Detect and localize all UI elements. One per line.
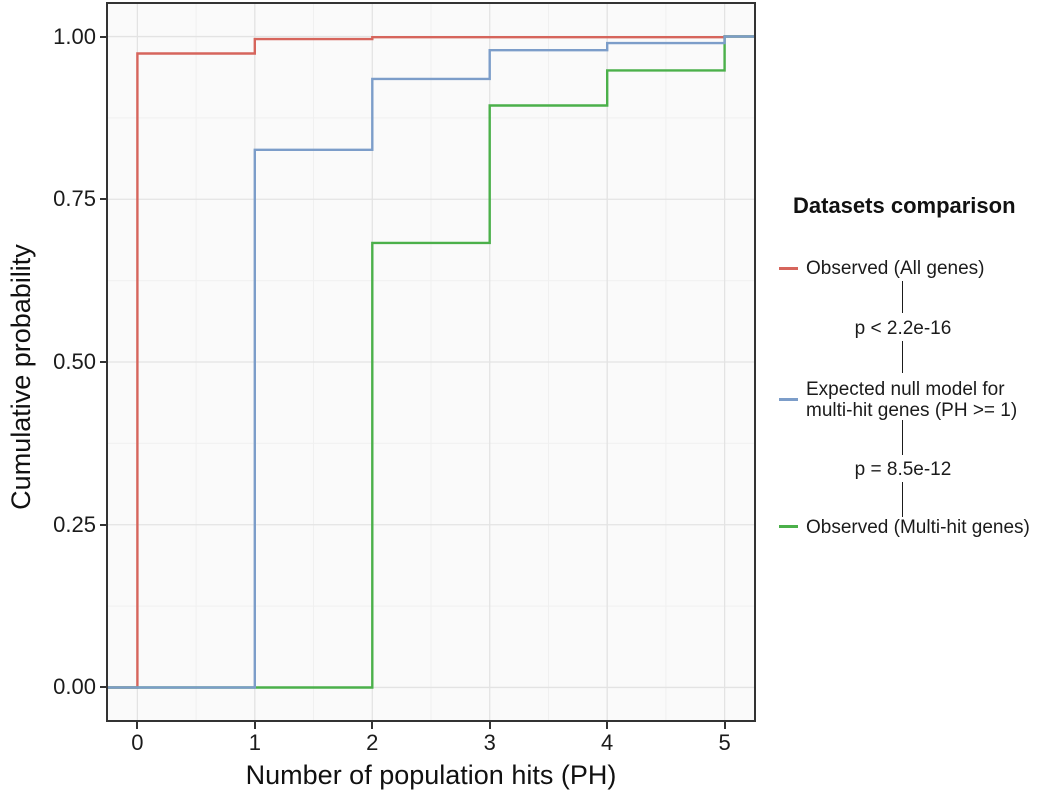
legend-label-expected-null-model-line2: multi-hit genes (PH >= 1) xyxy=(806,400,1018,421)
y-tick-label: 0.00 xyxy=(53,674,96,700)
legend-connector-line xyxy=(902,482,903,517)
x-tick-label: 0 xyxy=(131,730,144,755)
p-value-null-vs-multi: p = 8.5e-12 xyxy=(854,459,952,480)
legend-label-expected-null-model-line1: Expected null model for xyxy=(806,379,1005,400)
legend-key-observed-all-genes xyxy=(779,267,798,270)
p-value-all-vs-null: p < 2.2e-16 xyxy=(854,318,952,339)
plot-panel xyxy=(108,4,754,720)
legend-key-expected-null-model xyxy=(779,398,798,401)
legend-connector-line xyxy=(902,281,903,313)
axis-tick-x xyxy=(488,721,491,729)
legend-label-observed-multi-hit-genes: Observed (Multi-hit genes) xyxy=(806,517,1030,538)
x-tick-label: 4 xyxy=(601,730,614,755)
axis-tick-x xyxy=(606,721,609,729)
x-tick-label: 2 xyxy=(366,730,379,755)
axis-tick-y xyxy=(100,35,108,38)
x-tick-label: 5 xyxy=(718,730,731,755)
series-line-observed-multi-hit-genes xyxy=(108,35,754,689)
y-tick-label: 0.25 xyxy=(53,511,96,537)
axis-tick-x xyxy=(253,721,256,729)
axis-tick-y xyxy=(100,198,108,201)
x-tick-label: 3 xyxy=(483,730,496,755)
legend-connector-line xyxy=(902,341,903,373)
legend-connector-line xyxy=(902,420,903,455)
y-axis-title: Cumulative probability xyxy=(6,244,36,510)
legend-label-observed-all-genes: Observed (All genes) xyxy=(806,258,985,279)
x-tick-label: 1 xyxy=(248,730,261,755)
axis-tick-x xyxy=(723,721,726,729)
legend-title: Datasets comparison xyxy=(793,193,1016,218)
axis-tick-x xyxy=(371,721,374,729)
axis-tick-x xyxy=(136,721,139,729)
axis-tick-y xyxy=(100,523,108,526)
legend-key-observed-multi-hit-genes xyxy=(779,525,798,528)
axis-tick-y xyxy=(100,686,108,689)
axis-tick-y xyxy=(100,361,108,363)
y-tick-label: 1.00 xyxy=(53,23,96,49)
x-axis-title: Number of population hits (PH) xyxy=(245,760,617,790)
y-tick-label: 0.75 xyxy=(53,186,96,212)
y-tick-label: 0.50 xyxy=(53,349,96,374)
series-line-expected-null-model-for-multi-hit-genes-ph-1 xyxy=(108,35,754,689)
